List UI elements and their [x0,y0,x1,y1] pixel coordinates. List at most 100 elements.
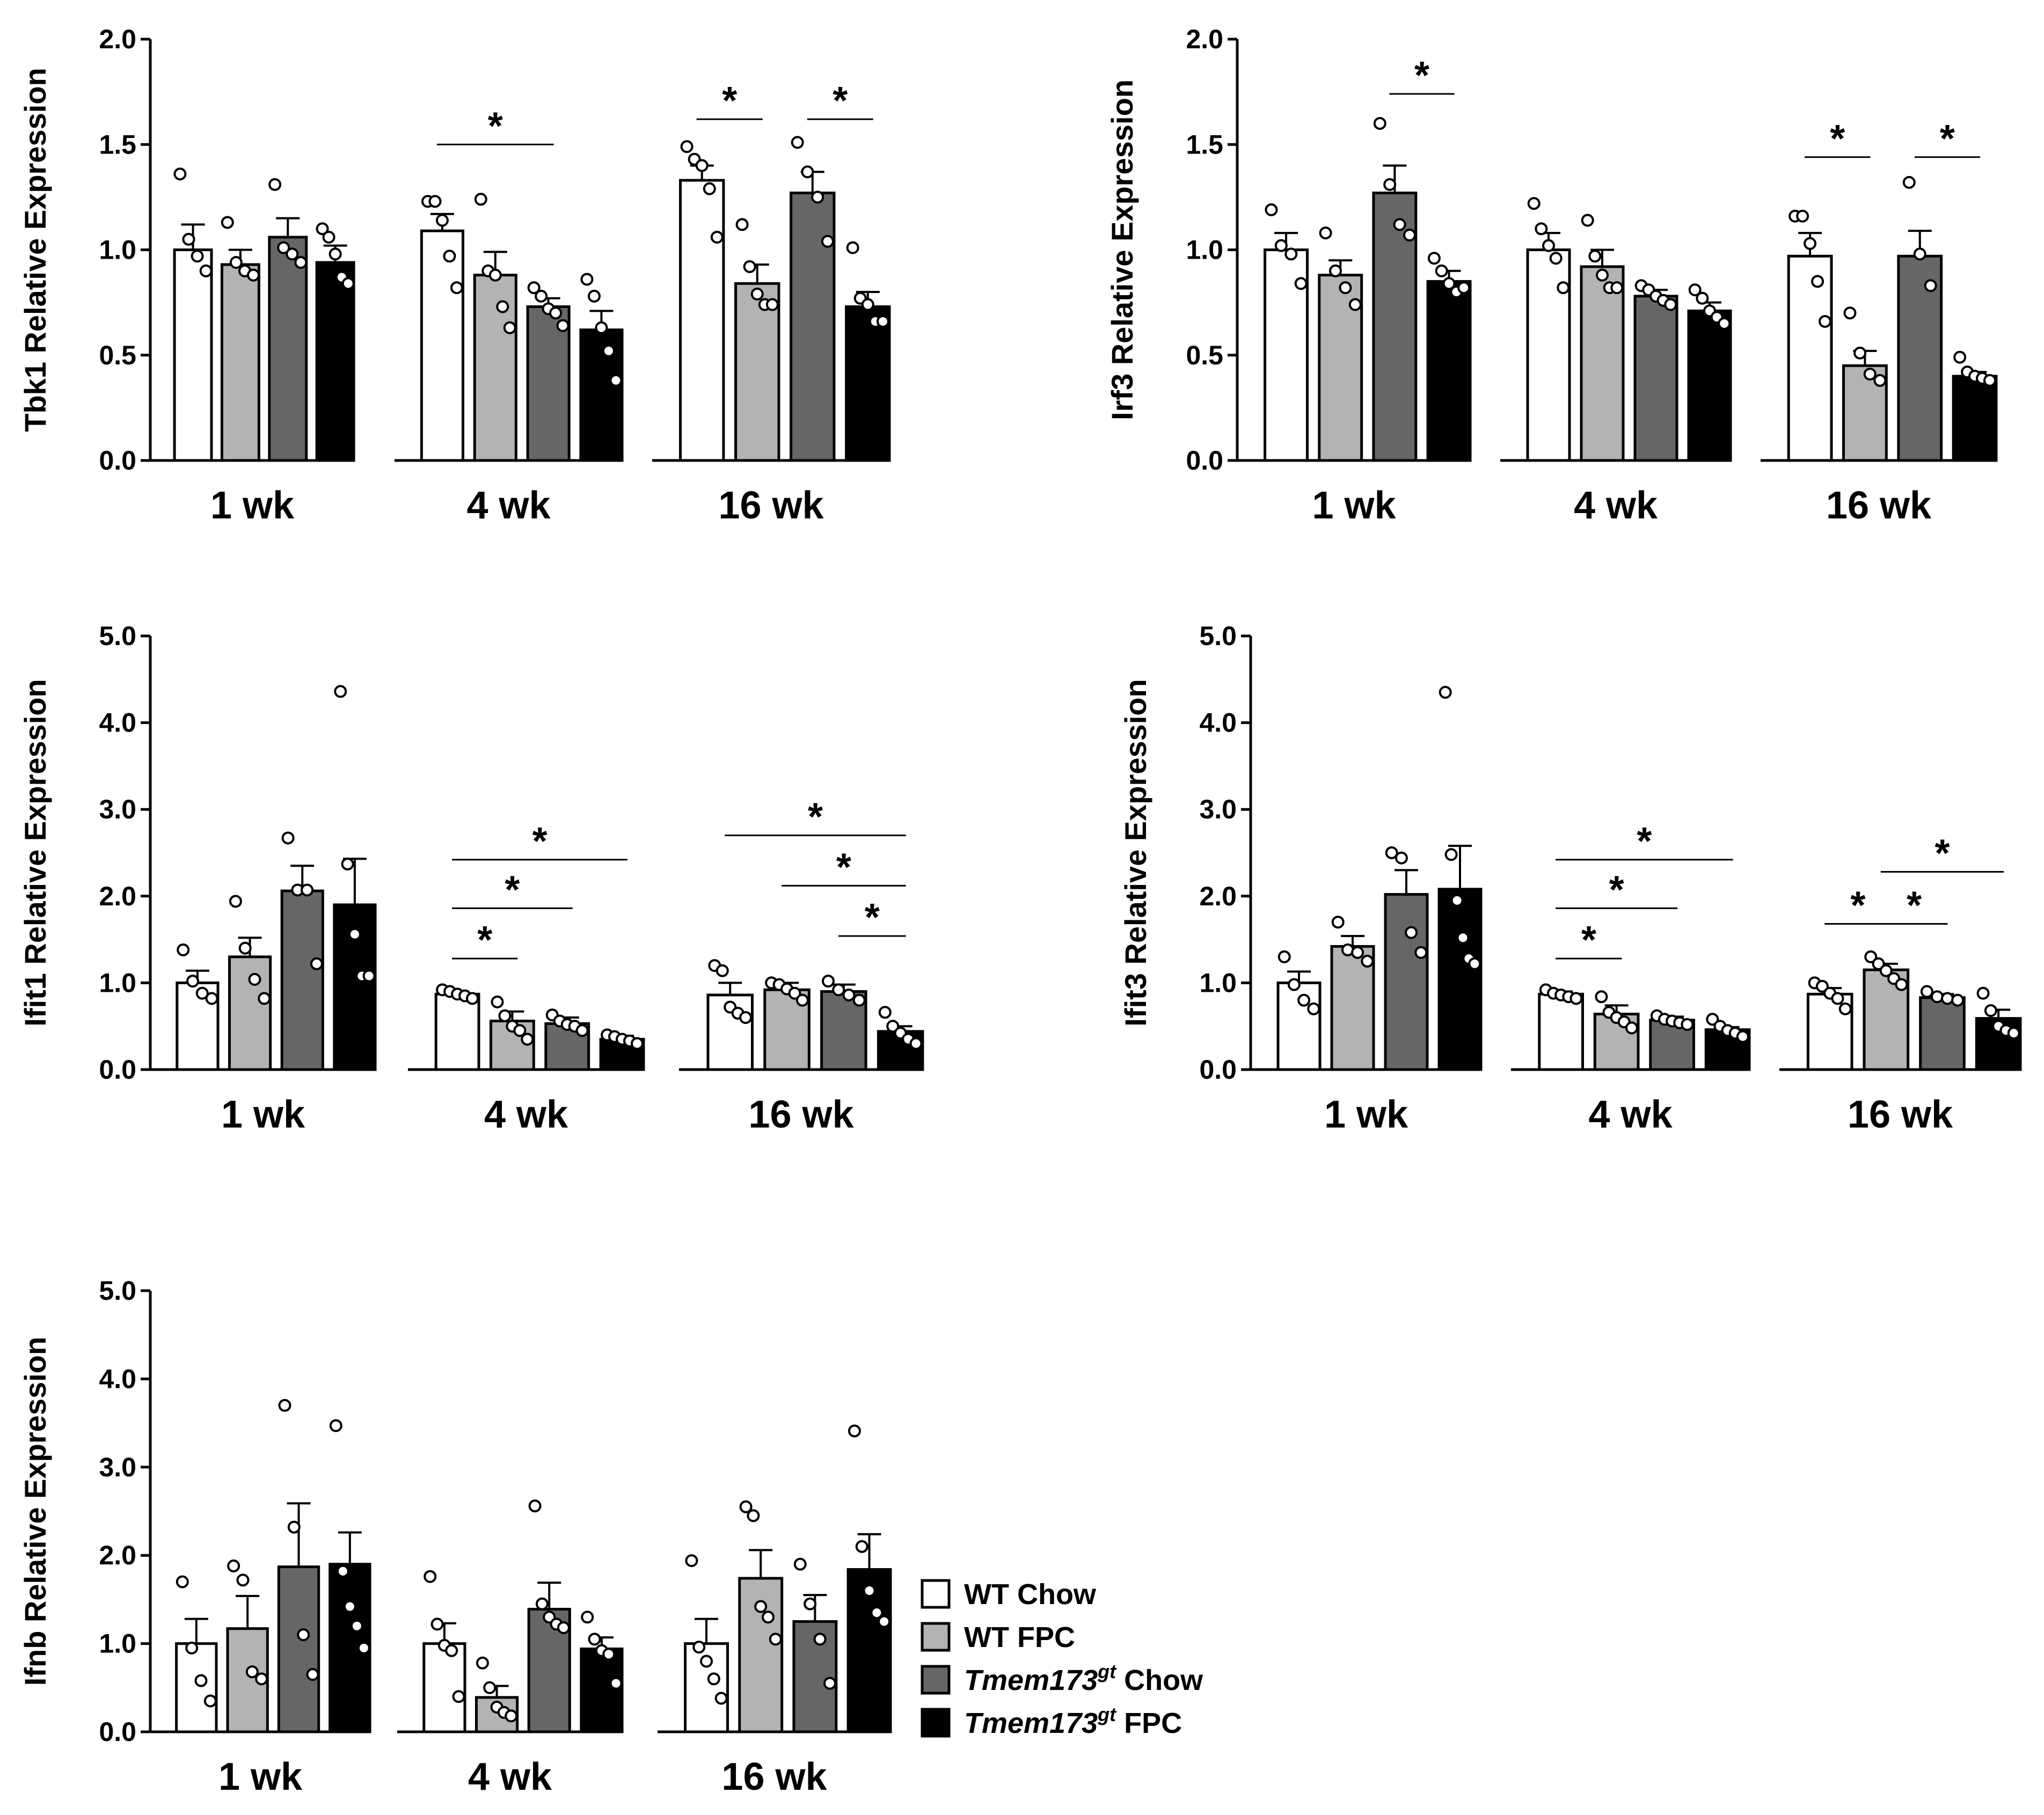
chart-ifnb: 0.0 1.0 2.0 3.0 4.0 5.0 Ifnb Relative Expressi… [18,1276,892,1798]
data-point [863,1584,876,1597]
data-point [1924,279,1937,292]
data-point [581,1611,594,1624]
y-tick-label: 0.0 [99,1717,136,1747]
data-point [182,232,195,246]
data-point [1329,264,1342,277]
data-point [602,344,615,357]
bar [173,248,213,462]
data-point [609,1677,623,1690]
significance-star: * [1637,820,1652,863]
legend-label: WT Chow [964,1578,1097,1611]
data-point [1873,374,1887,387]
group-label: 16 wk [748,1093,854,1136]
data-point [341,277,355,290]
y-axis-label: Ifnb Relative Expression [18,1337,52,1686]
legend-diet: FPC [1116,1707,1182,1739]
y-tick-label: 4.0 [99,1364,136,1394]
bar [420,229,465,462]
data-point [754,1600,768,1613]
group-label: 4 wk [468,1755,552,1798]
group-label: 16 wk [718,484,824,527]
data-point [1265,203,1278,216]
data-point [870,1606,884,1620]
data-point [199,264,213,277]
significance-star: * [722,79,737,122]
y-axis-label: Irf3 Relative Expression [1105,79,1139,420]
data-point [450,281,463,295]
data-point [846,241,859,254]
y-tick-label: 3.0 [99,1452,136,1482]
data-point [1696,291,1709,305]
legend-swatch [921,1665,951,1695]
data-point [832,983,845,997]
data-point [710,230,724,244]
data-point [1542,239,1555,252]
bar [422,1642,466,1733]
legend-label: Tmem173gt Chow [964,1660,1203,1696]
y-tick-label: 3.0 [99,794,136,824]
bar [1538,992,1584,1071]
data-point [1405,926,1418,939]
data-point [229,256,243,269]
data-point [876,314,889,328]
y-tick-label: 1.5 [99,129,136,159]
legend-superscript: gt [1097,1660,1117,1682]
data-point [1596,268,1609,282]
data-point [1838,1002,1852,1015]
data-point [1843,306,1857,320]
data-point [236,1574,250,1587]
significance-star: * [1609,868,1624,911]
data-point [322,230,335,244]
data-point [1983,374,1997,387]
data-point [823,1677,836,1690]
data-point [1403,229,1416,242]
data-point [1953,350,1967,364]
data-point [1815,979,1829,993]
y-tick-label: 2.0 [99,1540,136,1570]
data-point [1688,283,1702,297]
data-point [505,1709,518,1723]
data-point [878,1006,892,1019]
data-point [491,995,504,1008]
chart-tbk1: 0.0 0.5 1.0 1.5 2.0 Tbk1 Relative Expression 1… [18,24,891,527]
bar [434,992,480,1071]
data-point [1439,686,1452,699]
data-point [513,1024,527,1037]
data-point [483,1681,497,1694]
data-point [1863,368,1877,381]
data-point [580,273,594,286]
bar [280,889,324,1071]
data-point [341,858,354,871]
bar [1919,996,1966,1071]
data-point [329,1419,342,1432]
data-point [194,1674,208,1687]
y-axis-label: Tbk1 Relative Expression [18,68,52,432]
group-label: 1 wk [221,1093,305,1136]
data-point [297,1628,310,1642]
y-tick-label: 3.0 [1199,794,1237,824]
data-point [700,1655,713,1668]
significance-star: * [477,919,492,962]
data-point [813,1633,827,1646]
y-tick-label: 5.0 [1199,621,1237,651]
bar [1276,981,1322,1071]
data-point [795,993,809,1007]
data-point [1444,848,1458,861]
group-label: 1 wk [218,1755,303,1798]
data-point [801,165,814,179]
y-tick-label: 4.0 [1199,708,1237,738]
data-point [595,321,608,334]
data-point [503,321,516,334]
data-point [1278,950,1291,963]
data-point [294,256,308,269]
data-point [255,1672,268,1686]
y-tick-label: 5.0 [99,621,136,651]
data-point [1307,1002,1320,1015]
bar [1580,265,1625,462]
data-point [685,1554,698,1568]
group-label: 16 wk [721,1755,827,1798]
data-point [631,1037,644,1050]
data-point [1796,209,1809,223]
data-point [1557,281,1570,295]
data-point [186,975,200,988]
